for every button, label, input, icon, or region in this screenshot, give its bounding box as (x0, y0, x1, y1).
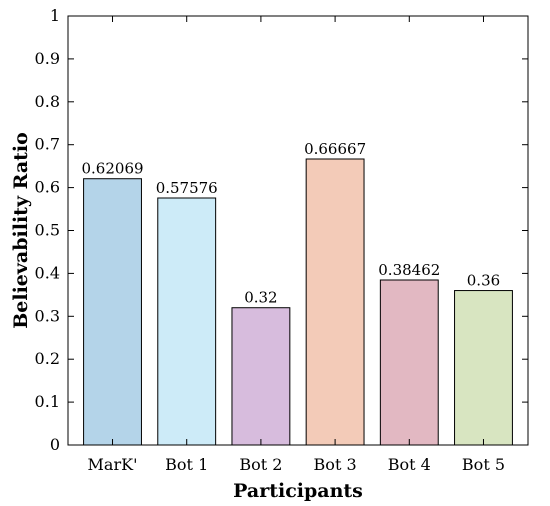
y-tick-label: 1 (50, 6, 60, 25)
data-label-3: 0.32 (244, 289, 277, 307)
y-tick-label: 0.3 (35, 306, 60, 325)
data-labels-layer: 0.62069 0.57576 0.32 0.66667 0.38462 0.36 (82, 140, 501, 307)
bar-6 (454, 290, 513, 446)
y-tick-label: 0.4 (35, 263, 60, 282)
data-label-1: 0.62069 (82, 160, 144, 178)
y-tick-label: 0.9 (35, 49, 60, 68)
data-label-6: 0.36 (467, 272, 500, 290)
y-tick-label: 0.6 (35, 178, 60, 197)
y-tick-label: 0.7 (35, 135, 60, 154)
bar-4 (305, 158, 365, 446)
y-axis: 0 0.1 0.2 0.3 0.4 0.5 0.6 0.7 0.8 0.9 1 (35, 6, 528, 454)
y-tick-label: 0.2 (35, 349, 60, 368)
x-tick-label: MarK' (88, 455, 138, 474)
x-tick-label: Bot 4 (388, 455, 431, 474)
bar-5 (379, 279, 439, 446)
bar-1 (83, 178, 142, 446)
data-label-5: 0.38462 (378, 261, 440, 279)
plot-frame (67, 15, 529, 446)
y-tick-label: 0.5 (35, 221, 60, 240)
bars-layer (83, 158, 513, 446)
y-axis-title: Believability Ratio (10, 132, 32, 329)
x-tick-label: Bot 3 (314, 455, 357, 474)
y-tick-label: 0.8 (35, 92, 60, 111)
bar-2 (157, 197, 217, 446)
x-axis: MarK' Bot 1 Bot 2 Bot 3 Bot 4 Bot 5 (88, 16, 505, 474)
x-tick-label: Bot 5 (462, 455, 505, 474)
data-label-2: 0.57576 (156, 179, 218, 197)
x-axis-title: Participants (233, 480, 363, 502)
data-label-4: 0.66667 (304, 140, 366, 158)
y-tick-label: 0.1 (35, 392, 60, 411)
bar-3 (231, 307, 291, 446)
x-tick-label: Bot 1 (165, 455, 208, 474)
y-tick-label: 0 (50, 435, 60, 454)
x-tick-label: Bot 2 (239, 455, 282, 474)
